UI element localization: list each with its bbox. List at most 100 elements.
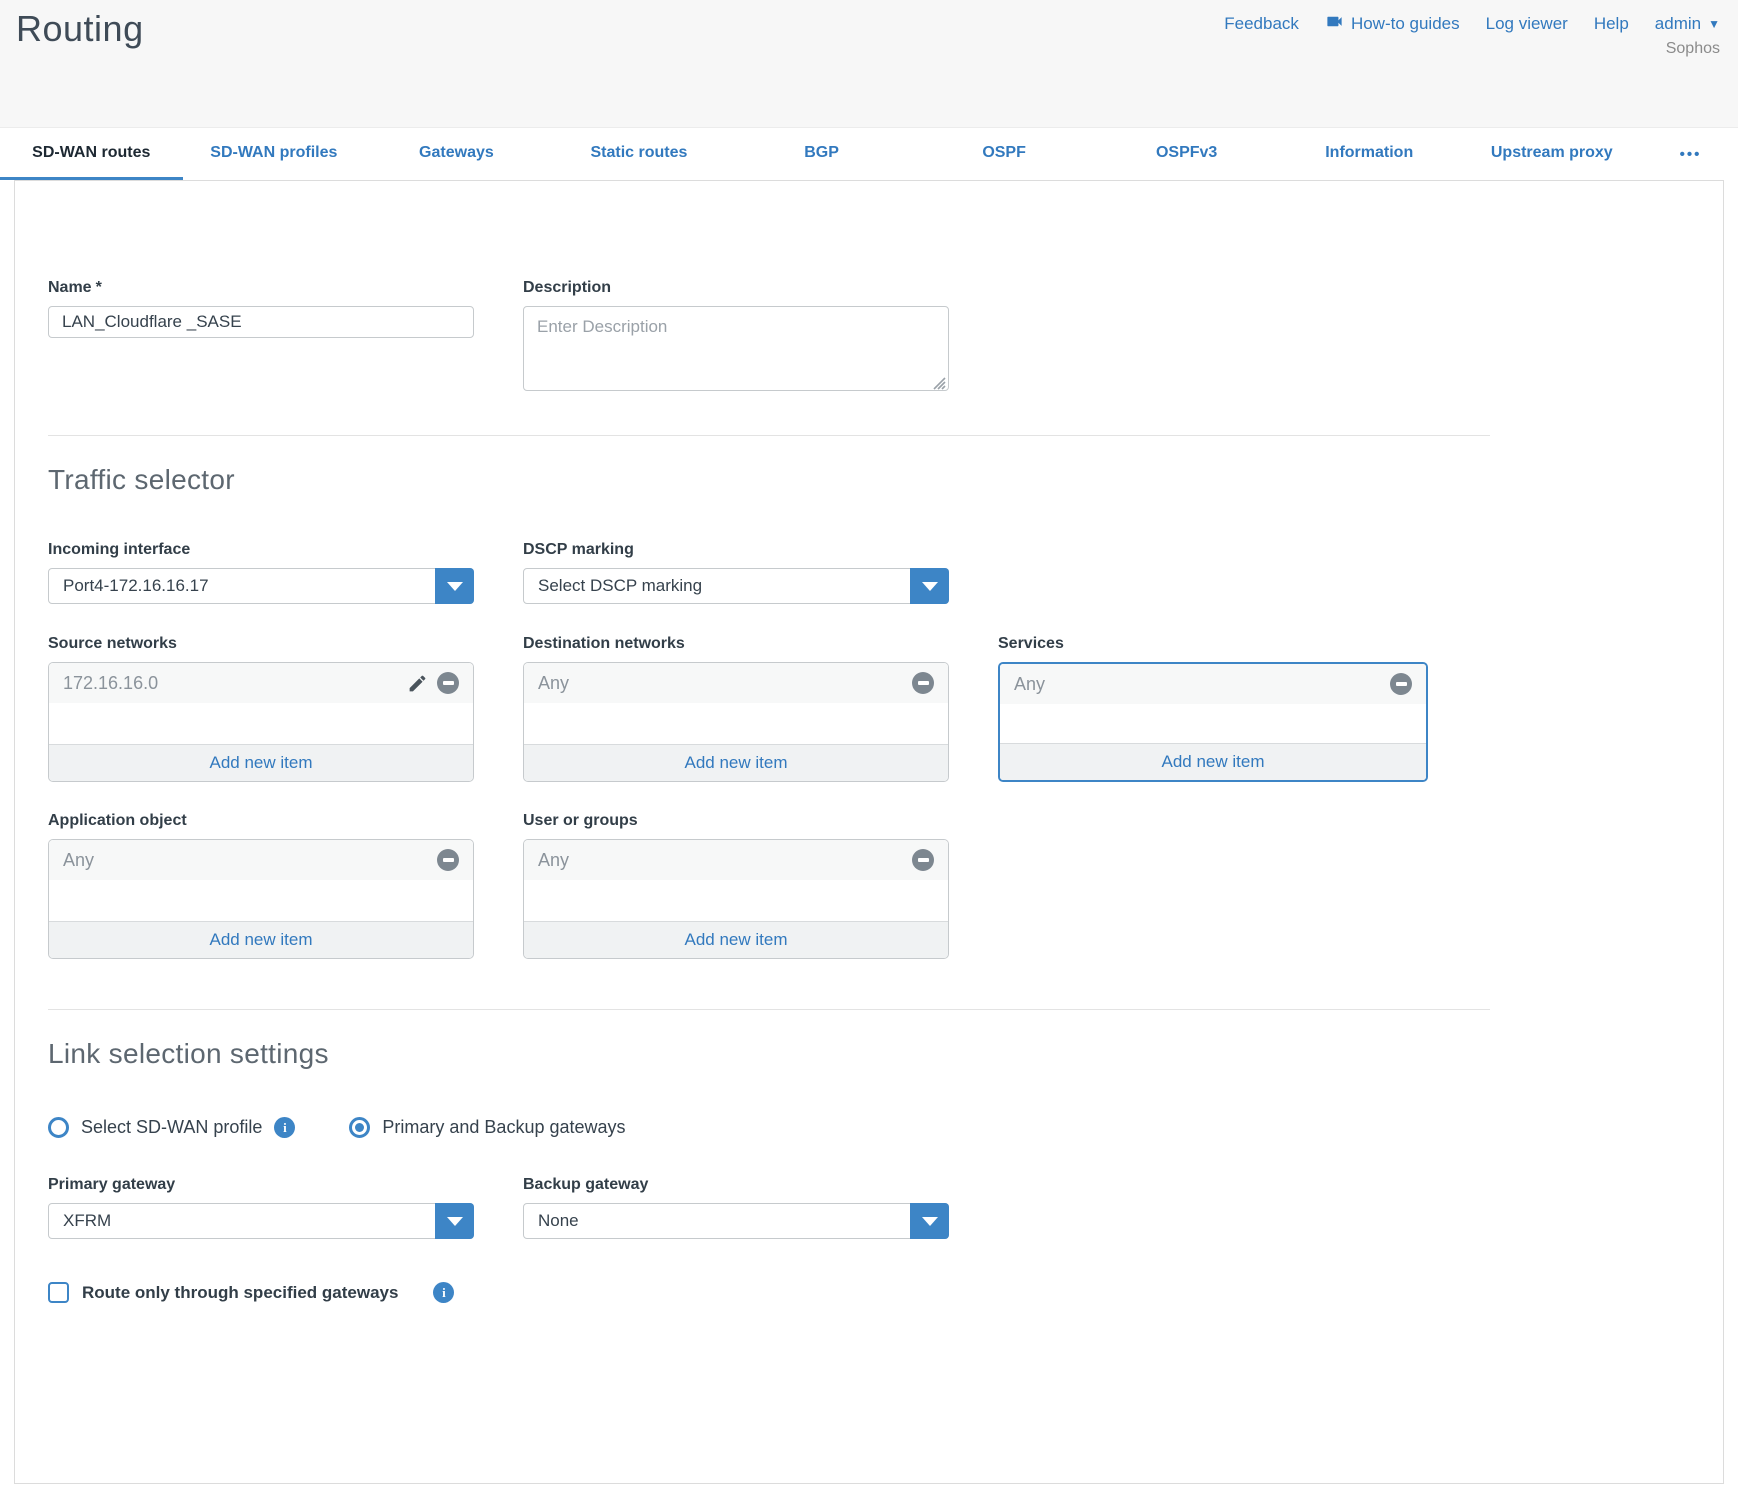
name-label-text: Name (48, 279, 92, 296)
video-camera-icon (1325, 12, 1344, 36)
backup-gateway-select[interactable]: None (523, 1203, 949, 1239)
tab-ospf[interactable]: OSPF (982, 143, 1026, 161)
backup-gateway-label-text: Backup gateway (523, 1176, 649, 1193)
destination-networks-listbox: Any Add new item (523, 662, 949, 782)
list-empty-area (49, 880, 473, 921)
triangle-down-icon (921, 1216, 938, 1226)
add-new-item-button[interactable]: Add new item (1000, 743, 1426, 780)
link-selection-heading: Link selection settings (48, 1038, 329, 1069)
name-description-row: Name * Description (48, 279, 1690, 396)
add-new-item-button[interactable]: Add new item (524, 744, 948, 781)
feedback-link[interactable]: Feedback (1224, 14, 1299, 34)
interface-dscp-row: Incoming interface Port4-172.16.16.17 DS… (48, 496, 1690, 604)
info-icon[interactable]: i (433, 1282, 455, 1303)
remove-item-icon[interactable] (912, 672, 934, 694)
primary-gateway-value: XFRM (63, 1211, 112, 1230)
services-listbox: Any Add new item (998, 662, 1428, 782)
primary-gateway-label: Primary gateway (48, 1176, 474, 1194)
list-item-value: Any (63, 849, 95, 870)
remove-item-icon[interactable] (912, 849, 934, 871)
resize-handle-icon[interactable] (931, 375, 946, 390)
feedback-label: Feedback (1224, 14, 1299, 33)
triangle-down-icon (921, 581, 938, 591)
log-viewer-link[interactable]: Log viewer (1486, 14, 1568, 34)
incoming-interface-select[interactable]: Port4-172.16.16.17 (48, 568, 474, 604)
destination-networks-label: Destination networks (523, 635, 949, 653)
admin-menu[interactable]: admin ▼ (1655, 14, 1720, 34)
add-new-item-button[interactable]: Add new item (49, 921, 473, 958)
dscp-marking-value: Select DSCP marking (538, 576, 703, 595)
radio-option-sdwan-profile[interactable]: Select SD-WAN profile i (48, 1117, 296, 1138)
application-object-label-text: Application object (48, 812, 187, 829)
link-selection-radio-group: Select SD-WAN profile i Primary and Back… (48, 1117, 1690, 1138)
primary-gateway-select[interactable]: XFRM (48, 1203, 474, 1239)
list-item: Any (1000, 664, 1426, 704)
networks-row: Source networks 172.16.16.0 Add new item (48, 604, 1690, 782)
list-item-value: Any (538, 672, 570, 693)
remove-item-icon[interactable] (437, 672, 459, 694)
list-empty-area (1000, 704, 1426, 743)
radio-unselected-icon[interactable] (48, 1117, 69, 1138)
dropdown-arrow-button[interactable] (435, 1203, 474, 1239)
minus-bar (442, 858, 454, 862)
radio-label: Select SD-WAN profile (81, 1117, 263, 1137)
add-new-item-button[interactable]: Add new item (49, 744, 473, 781)
minus-bar (917, 681, 929, 685)
primary-gateway-label-text: Primary gateway (48, 1176, 176, 1193)
backup-gateway-value: None (538, 1211, 579, 1230)
destination-networks-label-text: Destination networks (523, 635, 685, 652)
info-icon[interactable]: i (274, 1117, 296, 1138)
radio-label: Primary and Backup gateways (382, 1117, 626, 1137)
list-item-value: 172.16.16.0 (63, 672, 159, 693)
list-empty-area (524, 880, 948, 921)
radio-selected-icon[interactable] (349, 1117, 371, 1138)
dscp-marking-select[interactable]: Select DSCP marking (523, 568, 949, 604)
name-input[interactable] (48, 306, 474, 338)
howto-guides-link[interactable]: How-to guides (1325, 12, 1460, 36)
list-empty-area (524, 703, 948, 744)
list-item: Any (524, 663, 948, 703)
list-item: 172.16.16.0 (49, 663, 473, 703)
section-divider (48, 435, 1490, 436)
user-or-groups-label: User or groups (523, 812, 949, 830)
add-new-item-button[interactable]: Add new item (524, 921, 948, 958)
source-networks-listbox: 172.16.16.0 Add new item (48, 662, 474, 782)
tab-information[interactable]: Information (1325, 143, 1414, 161)
log-viewer-label: Log viewer (1485, 14, 1568, 33)
help-link[interactable]: Help (1594, 14, 1629, 34)
tab-bar: SD-WAN routes SD-WAN profiles Gateways S… (0, 127, 1738, 180)
tab-sdwan-profiles[interactable]: SD-WAN profiles (210, 143, 338, 161)
radio-option-primary-backup[interactable]: Primary and Backup gateways (349, 1117, 626, 1138)
route-only-row: Route only through specified gateways i (48, 1282, 1690, 1303)
description-textarea[interactable] (523, 306, 949, 391)
incoming-interface-label-text: Incoming interface (48, 541, 191, 558)
tab-bgp[interactable]: BGP (804, 143, 839, 161)
dropdown-arrow-button[interactable] (910, 568, 949, 604)
remove-item-icon[interactable] (1390, 673, 1412, 695)
tab-static-routes[interactable]: Static routes (590, 143, 688, 161)
help-label: Help (1593, 14, 1629, 33)
tab-sdwan-routes[interactable]: SD-WAN routes (0, 128, 183, 180)
tab-upstream-proxy[interactable]: Upstream proxy (1490, 143, 1613, 161)
application-object-label: Application object (48, 812, 474, 830)
application-object-listbox: Any Add new item (48, 839, 474, 959)
tab-ospfv3[interactable]: OSPFv3 (1155, 143, 1218, 161)
route-only-checkbox[interactable] (48, 1282, 69, 1303)
more-tabs-button[interactable]: ••• (1679, 145, 1702, 163)
dropdown-arrow-button[interactable] (435, 568, 474, 604)
services-label-text: Services (998, 635, 1064, 652)
list-item: Any (524, 840, 948, 880)
dropdown-arrow-button[interactable] (910, 1203, 949, 1239)
admin-label: admin (1654, 14, 1702, 33)
section-divider (48, 1009, 1490, 1010)
page-title: Routing (16, 8, 144, 49)
services-label: Services (998, 635, 1428, 653)
application-users-row: Application object Any Add new item User… (48, 782, 1690, 959)
triangle-down-icon (446, 1216, 463, 1226)
description-label-text: Description (523, 279, 612, 296)
list-item-value: Any (538, 849, 570, 870)
tab-gateways[interactable]: Gateways (419, 143, 494, 161)
source-networks-label: Source networks (48, 635, 474, 653)
remove-item-icon[interactable] (437, 849, 459, 871)
edit-pencil-icon[interactable] (407, 673, 428, 694)
